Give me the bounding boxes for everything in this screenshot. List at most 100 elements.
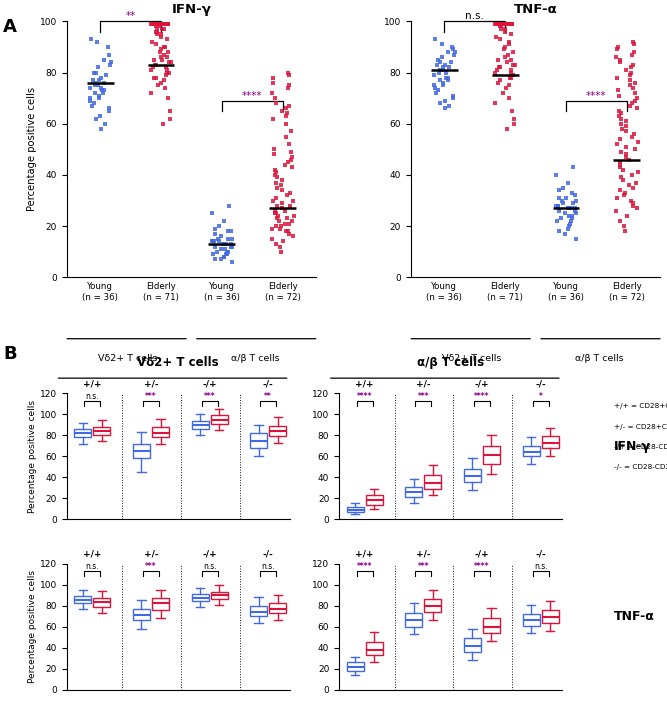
Point	[490, 67, 500, 78]
Point	[434, 75, 445, 86]
Point	[614, 215, 625, 227]
Point	[153, 80, 163, 91]
Point	[288, 195, 299, 206]
Point	[163, 57, 174, 68]
Point	[495, 33, 506, 45]
Point	[154, 18, 165, 30]
Point	[161, 62, 172, 73]
Point	[508, 113, 519, 124]
Point	[270, 205, 281, 216]
Point	[277, 185, 287, 196]
Point	[210, 241, 221, 252]
Point	[223, 233, 234, 245]
Point	[163, 46, 174, 58]
Point	[615, 118, 626, 129]
Point	[624, 70, 635, 81]
Point	[221, 249, 231, 260]
Point	[157, 18, 168, 30]
Point	[89, 80, 100, 91]
Text: ****: ****	[357, 392, 372, 401]
Point	[148, 18, 159, 30]
Point	[560, 208, 570, 219]
Point	[433, 54, 444, 65]
Point	[493, 54, 504, 65]
Point	[91, 67, 101, 78]
Point	[162, 18, 173, 30]
Text: α/β T cells: α/β T cells	[231, 354, 279, 363]
Point	[222, 246, 233, 257]
Point	[496, 23, 507, 35]
Point	[562, 223, 573, 235]
Point	[614, 105, 625, 117]
Point	[163, 67, 174, 78]
Point	[614, 161, 625, 173]
Point	[628, 59, 639, 70]
Point	[506, 54, 516, 65]
Text: ****: ****	[357, 562, 372, 571]
Text: A: A	[3, 18, 17, 36]
Point	[615, 134, 626, 145]
Text: Vδ2+ T cells: Vδ2+ T cells	[442, 354, 502, 363]
Point	[271, 200, 282, 211]
Point	[280, 159, 291, 171]
Point	[504, 18, 515, 30]
Point	[275, 220, 286, 232]
Point	[495, 21, 506, 32]
Point	[283, 82, 293, 94]
Point	[624, 100, 635, 112]
Point	[94, 90, 105, 101]
Point	[632, 203, 642, 214]
Point	[285, 154, 296, 165]
Point	[156, 18, 167, 30]
Point	[495, 75, 506, 86]
Point	[284, 80, 295, 91]
Point	[96, 123, 107, 134]
Point	[506, 64, 516, 75]
Point	[567, 210, 578, 222]
Point	[276, 203, 287, 214]
Point	[502, 18, 513, 30]
Point	[222, 225, 233, 237]
Point	[85, 92, 95, 104]
Point	[496, 21, 506, 32]
Point	[504, 80, 514, 91]
Point	[508, 59, 518, 70]
Point	[147, 62, 158, 73]
PathPatch shape	[366, 496, 383, 505]
Point	[161, 18, 172, 30]
Point	[616, 108, 626, 119]
Point	[445, 57, 456, 68]
Point	[448, 44, 458, 55]
PathPatch shape	[250, 433, 267, 448]
PathPatch shape	[74, 596, 91, 604]
Point	[438, 77, 449, 88]
Point	[85, 95, 95, 107]
Point	[627, 198, 638, 209]
Point	[628, 200, 639, 211]
PathPatch shape	[93, 598, 110, 606]
Point	[149, 72, 159, 83]
Point	[632, 136, 643, 147]
Point	[552, 200, 563, 211]
Point	[631, 177, 642, 188]
Point	[155, 46, 165, 58]
Point	[490, 18, 500, 30]
Point	[558, 182, 568, 193]
Point	[612, 139, 622, 150]
Point	[157, 118, 168, 129]
Title: IFN-γ: IFN-γ	[171, 3, 211, 16]
Point	[89, 97, 99, 109]
PathPatch shape	[424, 599, 442, 612]
Point	[433, 85, 444, 96]
Point	[620, 64, 631, 75]
Point	[159, 75, 170, 86]
Text: -/-: -/-	[263, 550, 273, 559]
Point	[151, 23, 162, 35]
Point	[99, 85, 109, 96]
Point	[215, 243, 226, 255]
Point	[432, 59, 442, 70]
Point	[284, 187, 295, 198]
Point	[434, 97, 445, 109]
Point	[566, 215, 577, 227]
PathPatch shape	[366, 642, 383, 655]
